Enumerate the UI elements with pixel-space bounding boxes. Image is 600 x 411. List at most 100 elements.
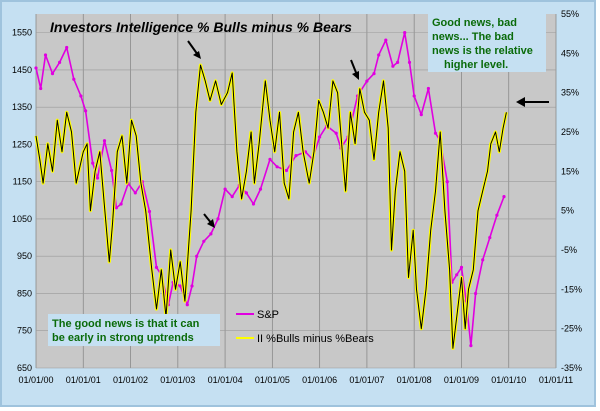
series-point-sp bbox=[495, 213, 499, 217]
annotation-arrows bbox=[187, 40, 549, 228]
y-left-tick-label: 850 bbox=[17, 288, 32, 298]
series-point-sp bbox=[459, 265, 464, 269]
series-point-sp bbox=[133, 191, 137, 195]
y-right-tick-label: -35% bbox=[561, 363, 582, 373]
x-tick-label: 01/01/07 bbox=[349, 375, 384, 385]
series-point-sp bbox=[65, 45, 69, 50]
series-point-sp bbox=[275, 165, 279, 169]
series-point-sp bbox=[244, 191, 248, 195]
arrow-head-icon bbox=[207, 219, 215, 228]
series-point-sp bbox=[403, 30, 407, 35]
series-line-ii bbox=[35, 64, 507, 349]
series-point-sp bbox=[391, 64, 395, 68]
series-point-sp bbox=[455, 273, 459, 277]
y-right-tick-label: 5% bbox=[561, 206, 574, 216]
x-tick-label: 01/01/06 bbox=[302, 375, 337, 385]
series-point-sp bbox=[230, 195, 234, 199]
x-tick-label: 01/01/11 bbox=[539, 375, 573, 385]
series-point-sp bbox=[294, 154, 298, 158]
y-right-tick-label: 15% bbox=[561, 166, 579, 176]
series-point-sp bbox=[185, 303, 189, 307]
series-point-sp bbox=[195, 254, 199, 258]
series-point-sp bbox=[34, 66, 38, 70]
x-tick-label: 01/01/05 bbox=[255, 375, 290, 385]
series-point-sp bbox=[384, 38, 388, 42]
series-point-sp bbox=[147, 209, 152, 214]
y-left-tick-label: 750 bbox=[17, 326, 32, 336]
y-left-tick-label: 1550 bbox=[12, 28, 32, 38]
series-point-sp bbox=[433, 131, 438, 135]
series-point-sp bbox=[474, 291, 478, 296]
x-tick-label: 01/01/08 bbox=[397, 375, 432, 385]
y-right-tick-label: 25% bbox=[561, 127, 579, 137]
plot-area bbox=[36, 14, 556, 368]
y-right-tick-label: -15% bbox=[561, 284, 582, 294]
arrow-icon bbox=[187, 40, 199, 56]
series-point-sp bbox=[190, 284, 194, 288]
annotation-box-top-right bbox=[428, 14, 546, 72]
y-left-tick-label: 1150 bbox=[13, 177, 32, 187]
series-point-sp bbox=[258, 187, 263, 191]
series-point-sp bbox=[334, 131, 338, 135]
y-left-tick-label: 1250 bbox=[12, 139, 32, 149]
y-left-tick-label: 1350 bbox=[12, 102, 32, 112]
series-point-sp bbox=[419, 113, 423, 117]
x-tick-label: 01/01/00 bbox=[18, 375, 53, 385]
series-point-sp bbox=[50, 72, 55, 76]
series-point-sp bbox=[268, 157, 272, 161]
series-point-sp bbox=[79, 94, 83, 98]
series-point-sp bbox=[365, 79, 369, 83]
series-point-sp bbox=[110, 168, 114, 173]
series-point-sp bbox=[154, 265, 159, 269]
series-point-sp bbox=[216, 217, 220, 221]
series-point-sp bbox=[481, 258, 485, 262]
legend-label-ii: II %Bulls minus %Bears bbox=[257, 333, 374, 345]
series-point-sp bbox=[426, 86, 430, 91]
series-point-sp bbox=[377, 53, 381, 57]
series-point-sp bbox=[72, 77, 76, 81]
series-point-sp bbox=[502, 195, 506, 199]
series-point-sp bbox=[84, 109, 88, 113]
x-tick-label: 01/01/04 bbox=[208, 375, 243, 385]
x-tick-label: 01/01/10 bbox=[491, 375, 526, 385]
chart-title: Investors Intelligence % Bulls minus % B… bbox=[50, 19, 352, 35]
x-tick-label: 01/01/03 bbox=[160, 375, 195, 385]
series-point-sp bbox=[102, 139, 107, 143]
annotation-top-right: Good news, bad news... The bad news is t… bbox=[432, 17, 536, 71]
series-point-sp bbox=[119, 202, 123, 206]
series-point-sp bbox=[469, 344, 473, 348]
series-point-sp bbox=[284, 168, 289, 173]
series-point-sp bbox=[39, 86, 43, 91]
y-right-tick-label: -5% bbox=[561, 245, 577, 255]
series-point-sp bbox=[178, 284, 182, 288]
arrow-head-icon bbox=[516, 97, 525, 107]
y-right-tick-label: 45% bbox=[561, 48, 579, 58]
x-tick-label: 01/01/01 bbox=[66, 375, 101, 385]
series-point-sp bbox=[209, 232, 213, 236]
x-tick-label: 01/01/09 bbox=[444, 375, 479, 385]
y-left-tick-label: 1450 bbox=[12, 65, 32, 75]
series-point-sp bbox=[372, 72, 376, 76]
axis-labels: 01/01/00 01/01/01 01/01/02 01/01/03 01/01/04… bbox=[12, 9, 582, 385]
series-point-sp bbox=[43, 53, 48, 57]
annotation-bottom-left: The good news is that it can be early in… bbox=[52, 318, 202, 344]
series-point-sp bbox=[95, 176, 100, 180]
y-right-tick-label: -25% bbox=[561, 324, 582, 334]
arrow-head-icon bbox=[352, 71, 359, 80]
legend: S&P II %Bulls minus %Bears bbox=[236, 309, 374, 345]
series-point-sp bbox=[318, 135, 322, 139]
annotation-box-bottom-left bbox=[48, 314, 220, 346]
series-point-sp bbox=[412, 94, 416, 98]
y-left-tick-label: 1050 bbox=[12, 214, 32, 224]
legend-label-sp: S&P bbox=[257, 309, 279, 321]
series-point-sp bbox=[91, 161, 95, 165]
series-point-sp bbox=[488, 236, 492, 240]
series-point-sp bbox=[445, 180, 449, 184]
series-point-sp bbox=[202, 239, 206, 243]
series-point-sp bbox=[58, 60, 62, 64]
x-tick-label: 01/01/02 bbox=[113, 375, 148, 385]
series-point-sp bbox=[251, 202, 256, 206]
y-left-tick-label: 650 bbox=[17, 363, 32, 373]
y-right-tick-label: 55% bbox=[561, 9, 579, 19]
